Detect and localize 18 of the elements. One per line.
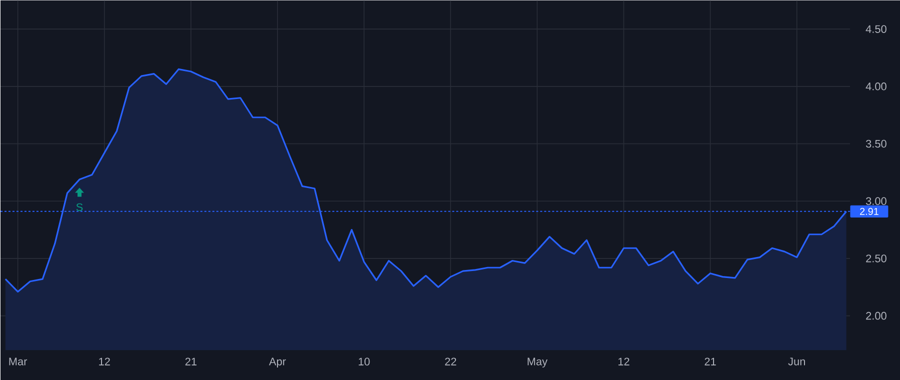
y-tick-label: 2.50 <box>866 254 886 262</box>
x-tick-label: 22 <box>445 358 456 366</box>
x-tick-label: Mar <box>9 358 28 366</box>
y-tick-label: 3.50 <box>866 140 886 148</box>
x-tick-label: 10 <box>358 358 370 366</box>
y-tick-label: 3.00 <box>866 197 886 205</box>
x-tick-label: Jun <box>788 358 805 366</box>
x-tick-label: May <box>528 358 548 368</box>
x-tick-label: 12 <box>99 358 110 366</box>
y-tick-label: 4.50 <box>866 25 886 33</box>
x-tick-label: 12 <box>618 358 630 366</box>
y-tick-label: 4.00 <box>866 82 886 90</box>
ref-line-label: 2.91 <box>860 208 878 215</box>
x-tick-label: 21 <box>704 358 716 366</box>
x-tick-label: Apr <box>268 358 286 368</box>
x-tick-label: 21 <box>185 358 196 366</box>
annotation: S <box>76 203 83 211</box>
y-tick-label: 2.00 <box>866 312 886 320</box>
